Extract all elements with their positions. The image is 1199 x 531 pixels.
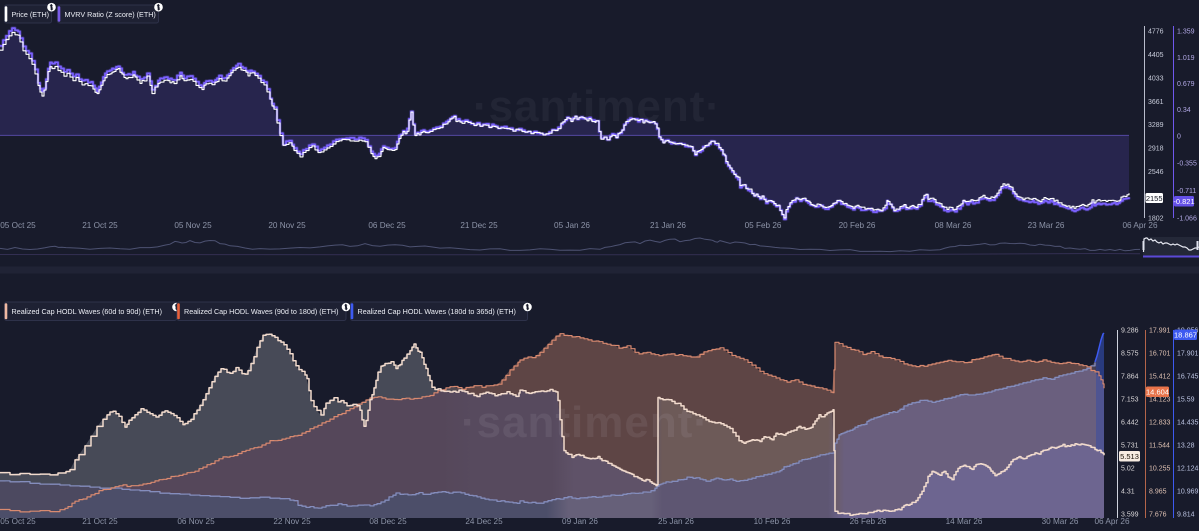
svg-text:3289: 3289 [1148,122,1164,129]
svg-text:18.867: 18.867 [1174,331,1197,340]
svg-text:3.599: 3.599 [1121,512,1139,519]
svg-text:21 Oct 25: 21 Oct 25 [82,517,118,526]
svg-text:7.153: 7.153 [1121,397,1139,404]
svg-text:17.901: 17.901 [1177,351,1199,358]
svg-text:11.544: 11.544 [1149,443,1170,450]
svg-text:4033: 4033 [1148,75,1164,82]
svg-text:9.814: 9.814 [1177,512,1195,519]
svg-text:23 Mar 26: 23 Mar 26 [1028,221,1065,230]
svg-text:5.02: 5.02 [1121,466,1135,473]
svg-text:1.019: 1.019 [1177,55,1195,62]
svg-text:22 Nov 25: 22 Nov 25 [273,517,311,526]
svg-text:14.123: 14.123 [1149,397,1171,404]
svg-text:05 Jan 26: 05 Jan 26 [554,221,590,230]
svg-text:14.604: 14.604 [1146,388,1169,397]
svg-text:05 Oct 25: 05 Oct 25 [0,221,36,230]
svg-text:8.965: 8.965 [1149,489,1167,496]
svg-text:8.575: 8.575 [1121,351,1139,358]
svg-text:06 Nov 25: 06 Nov 25 [177,517,215,526]
svg-text:13.28: 13.28 [1177,443,1195,450]
svg-text:06 Dec 25: 06 Dec 25 [368,221,406,230]
svg-text:10.255: 10.255 [1149,466,1171,473]
svg-text:2155: 2155 [1146,194,1163,203]
svg-text:0: 0 [1177,133,1181,140]
svg-text:2918: 2918 [1148,146,1164,153]
svg-text:Realized Cap HODL Waves (90d t: Realized Cap HODL Waves (90d to 180d) (E… [184,307,338,316]
svg-text:14 Mar 26: 14 Mar 26 [946,517,983,526]
svg-text:20 Nov 25: 20 Nov 25 [268,221,306,230]
svg-text:12.833: 12.833 [1149,420,1171,427]
svg-text:06 Apr 26: 06 Apr 26 [1122,221,1157,230]
svg-text:4.31: 4.31 [1121,489,1135,496]
svg-text:Realized Cap HODL Waves (180d: Realized Cap HODL Waves (180d to 365d) (… [358,307,516,316]
svg-text:08 Dec 25: 08 Dec 25 [369,517,407,526]
svg-text:9.286: 9.286 [1121,328,1139,335]
svg-text:·santiment·: ·santiment· [473,82,721,131]
svg-text:21 Dec 25: 21 Dec 25 [460,221,498,230]
svg-text:4776: 4776 [1148,29,1164,36]
svg-text:-0.355: -0.355 [1177,161,1197,168]
svg-text:16.745: 16.745 [1177,374,1199,381]
svg-text:10 Feb 26: 10 Feb 26 [754,517,791,526]
svg-text:15.59: 15.59 [1177,397,1195,404]
svg-text:-0.711: -0.711 [1177,188,1196,195]
svg-text:7.864: 7.864 [1121,374,1139,381]
svg-text:1.359: 1.359 [1177,29,1195,36]
svg-text:26 Feb 26: 26 Feb 26 [850,517,887,526]
svg-text:16.701: 16.701 [1149,351,1171,358]
svg-text:0.34: 0.34 [1177,107,1191,114]
svg-text:25 Jan 26: 25 Jan 26 [658,517,694,526]
svg-text:1802: 1802 [1148,216,1164,223]
svg-text:06 Apr 26: 06 Apr 26 [1094,517,1129,526]
svg-text:08 Mar 26: 08 Mar 26 [935,221,972,230]
svg-text:10.969: 10.969 [1177,489,1199,496]
svg-text:17.991: 17.991 [1149,328,1171,335]
svg-text:24 Dec 25: 24 Dec 25 [465,517,503,526]
svg-text:09 Jan 26: 09 Jan 26 [562,517,598,526]
svg-text:21 Jan 26: 21 Jan 26 [650,221,686,230]
svg-text:0.679: 0.679 [1177,81,1195,88]
svg-text:Realized Cap HODL Waves (60d t: Realized Cap HODL Waves (60d to 90d) (ET… [12,307,162,316]
svg-text:20 Feb 26: 20 Feb 26 [839,221,876,230]
svg-text:-1.066: -1.066 [1177,216,1197,223]
svg-text:5.513: 5.513 [1120,452,1139,461]
svg-text:6.442: 6.442 [1121,420,1139,427]
svg-text:-0.821: -0.821 [1173,197,1194,206]
svg-text:MVRV Ratio (Z score) (ETH): MVRV Ratio (Z score) (ETH) [65,10,156,19]
svg-text:14.435: 14.435 [1177,420,1199,427]
svg-text:·santiment·: ·santiment· [461,398,709,447]
svg-text:05 Feb 26: 05 Feb 26 [745,221,782,230]
svg-text:15.412: 15.412 [1149,374,1171,381]
svg-text:7.676: 7.676 [1149,512,1167,519]
svg-text:4405: 4405 [1148,52,1164,59]
svg-text:05 Oct 25: 05 Oct 25 [0,517,36,526]
svg-text:2546: 2546 [1148,169,1164,176]
svg-text:05 Nov 25: 05 Nov 25 [174,221,212,230]
svg-text:5.731: 5.731 [1121,443,1139,450]
svg-text:30 Mar 26: 30 Mar 26 [1042,517,1079,526]
svg-text:3661: 3661 [1148,99,1164,106]
svg-text:21 Oct 25: 21 Oct 25 [82,221,118,230]
svg-text:12.124: 12.124 [1177,466,1199,473]
svg-text:Price (ETH): Price (ETH) [12,10,50,19]
